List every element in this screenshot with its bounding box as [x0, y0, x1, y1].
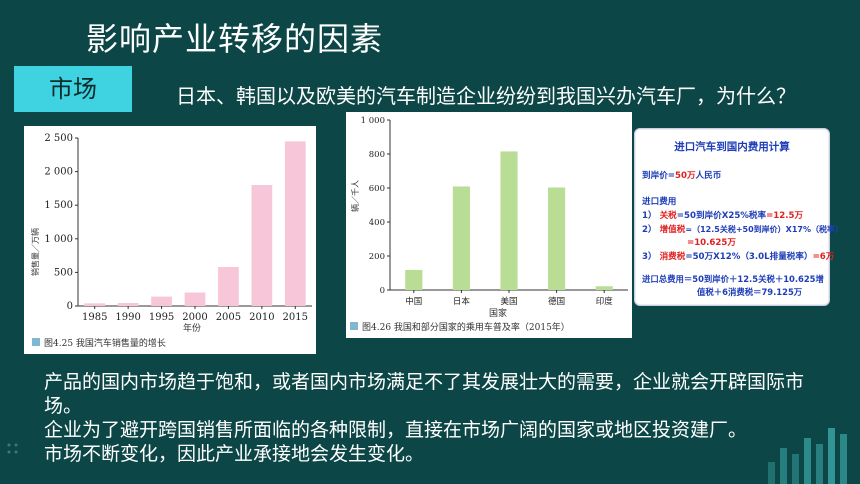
card-line-2-result: =10.625万	[687, 238, 736, 248]
l2-formula: =（12.5关税+50到岸价）X17%（税率）	[685, 225, 843, 234]
chart1-bar	[284, 141, 306, 306]
chart1-y-tick-label: 2 500	[44, 133, 73, 144]
decorative-dots-icon	[7, 443, 18, 454]
chart1-bar	[117, 302, 139, 306]
chart-car-ownership: 辆／千人 国家 图4.26 我国和部分国家的乘用车普及率（2015年） 1 00…	[346, 112, 632, 338]
chart2-y-tick-label: 800	[369, 150, 385, 160]
chart1-bar	[184, 292, 206, 306]
import-cost-card: 进口汽车到国内费用计算 到岸价=50万人民币 进口费用 1） 关税=50到岸价X…	[634, 128, 843, 306]
chart1-bar	[84, 303, 106, 306]
chart2-caption: 图4.26 我国和部分国家的乘用车普及率（2015年）	[362, 321, 570, 333]
chart1-x-tick-label: 2015	[283, 312, 308, 323]
card-line-2: 2） 增值税=（12.5关税+50到岸价）X17%（税率）	[642, 223, 843, 235]
chart1-bar	[151, 296, 172, 306]
card-total-1: 进口总费用＝50到岸价＋12.5关税＋10.625增	[642, 274, 824, 284]
card-line-1: 1） 关税=50到岸价X25%税率=12.5万	[642, 209, 803, 221]
chart2-x-tick-label: 日本	[453, 296, 471, 307]
chart2-bar	[595, 286, 613, 290]
slide-title: 影响产业转移的因素	[86, 20, 384, 58]
chart-car-sales-svg: 销售量／万辆 年份 图4.25 我国汽车销售量的增长 2 500 2 000 1 5…	[30, 133, 312, 349]
l1-num: 1）	[642, 211, 660, 221]
l1-formula: =50到岸价X25%税率	[676, 211, 767, 221]
price-unit: 人民币	[695, 171, 722, 181]
l1-key: 关税	[659, 211, 677, 221]
l3-key: 消费税	[659, 252, 686, 262]
chart2-y-tick-label: 400	[369, 218, 385, 228]
chart-car-ownership-svg: 辆／千人 国家 图4.26 我国和部分国家的乘用车普及率（2015年） 1 00…	[350, 116, 628, 333]
l1-result: =12.5万	[766, 211, 804, 221]
chart1-y-tick-label: 1 500	[44, 200, 73, 211]
chart1-bar	[251, 185, 273, 306]
chart1-y-tick-label: 0	[67, 301, 73, 312]
l2-num: 2）	[642, 225, 660, 235]
l2-key: 增值税	[659, 225, 686, 235]
body-paragraph-3: 市场不断变化，因此产业承接地会发生变化。	[44, 443, 425, 465]
chart1-x-tick-label: 2010	[249, 312, 274, 323]
chart2-y-tick-label: 200	[369, 252, 385, 262]
chart1-xlabel: 年份	[183, 322, 201, 334]
chart-car-sales: 销售量／万辆 年份 图4.25 我国汽车销售量的增长 2 500 2 000 1 5…	[24, 126, 316, 354]
chart2-bar	[452, 186, 470, 290]
l3-formula: =50万X12%（3.0L排量税率）	[685, 252, 813, 262]
card-title: 进口汽车到国内费用计算	[674, 141, 790, 153]
question-text: 日本、韩国以及欧美的汽车制造企业纷纷到我国兴办汽车厂，为什么？	[176, 84, 796, 108]
chart2-x-tick-label: 美国	[500, 296, 517, 307]
l3-num: 3）	[642, 252, 660, 262]
chart1-bar	[218, 267, 239, 306]
chart2-xlabel: 国家	[489, 307, 507, 319]
chart1-x-tick-label: 1990	[115, 312, 140, 323]
chart2-x-tick-label: 中国	[405, 296, 422, 307]
card-total-2: 值税＋6消费税＝79.125万	[697, 287, 803, 297]
chart2-x-tick-label: 德国	[548, 296, 565, 307]
card-line-3: 3） 消费税=50万X12%（3.0L排量税率）=6万	[642, 250, 834, 262]
price-value: 50万	[674, 171, 696, 181]
card-fee-header: 进口费用	[642, 197, 677, 207]
chart1-y-tick-label: 500	[54, 267, 73, 278]
chart2-y-tick-label: 600	[369, 184, 385, 194]
chart2-ylabel: 辆／千人	[350, 180, 360, 212]
l3-result: =6万	[812, 252, 835, 262]
decorative-bars-icon	[768, 428, 847, 484]
chart1-x-tick-label: 1985	[82, 312, 107, 323]
chart1-x-tick-label: 1995	[149, 312, 174, 323]
chart1-x-tick-label: 2000	[182, 312, 207, 323]
chart1-caption: 图4.25 我国汽车销售量的增长	[44, 337, 166, 349]
topic-tag: 市场	[14, 66, 132, 112]
chart2-x-tick-label: 印度	[596, 296, 614, 307]
chart2-bar	[405, 269, 423, 290]
chart2-y-tick-label: 1 000	[361, 116, 385, 126]
price-label: 到岸价=	[642, 171, 675, 181]
caption-marker-icon	[32, 338, 40, 346]
chart2-bar	[548, 187, 566, 290]
chart1-y-tick-label: 1 000	[44, 234, 73, 245]
chart1-ylabel: 销售量／万辆	[30, 228, 40, 276]
body-paragraph-2: 企业为了避开跨国销售所面临的各种限制，直接在市场广阔的国家或地区投资建厂。	[44, 419, 748, 441]
chart2-y-tick-label: 0	[380, 286, 385, 296]
body-paragraph-1: 产品的国内市场趋于饱和，或者国内市场满足不了其发展壮大的需要，企业就会开辟国际市…	[44, 371, 805, 417]
chart1-y-tick-label: 2 000	[44, 167, 73, 178]
chart1-x-tick-label: 2005	[216, 312, 241, 323]
caption-marker-icon	[350, 322, 358, 330]
card-price-line: 到岸价=50万人民币	[642, 169, 721, 181]
chart2-bar	[500, 151, 518, 290]
